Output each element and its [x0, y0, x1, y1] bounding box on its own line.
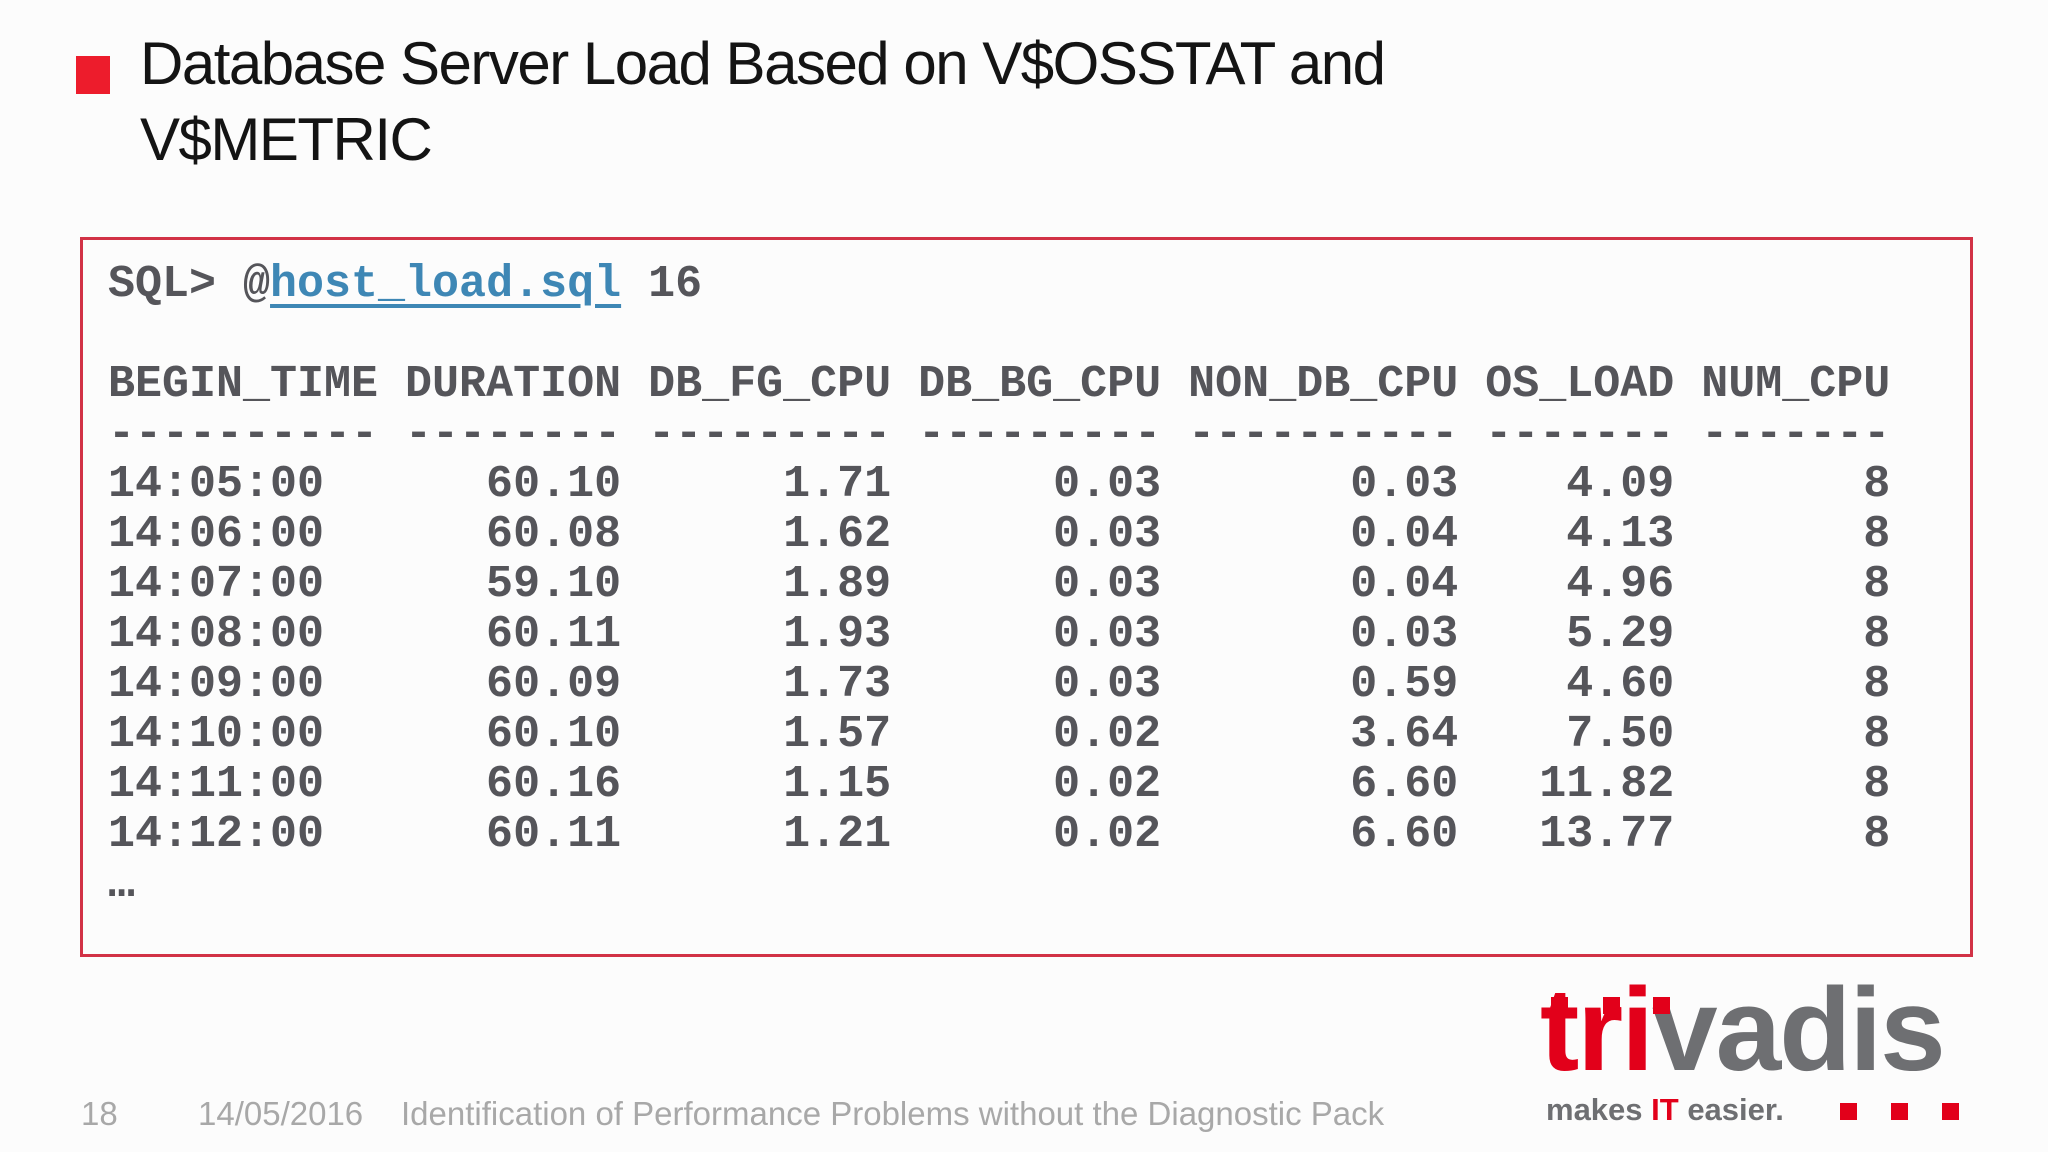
terminal-output-box: SQL> @host_load.sql 16 BEGIN_TIME DURATI…	[80, 237, 1973, 957]
table-row: 14:08:00 60.11 1.93 0.03 0.03 5.29 8	[108, 609, 1891, 660]
logo-tagline-it: IT	[1651, 1092, 1679, 1127]
blank-line	[108, 310, 1970, 360]
page-title-line2: V$METRIC	[140, 106, 433, 173]
logo-square-icon	[1653, 997, 1670, 1014]
table-row: 14:11:00 60.16 1.15 0.02 6.60 11.82 8	[108, 759, 1891, 810]
footer-date: 14/05/2016	[198, 1095, 364, 1132]
table-header-row: BEGIN_TIME DURATION DB_FG_CPU DB_BG_CPU …	[108, 359, 1891, 410]
logo-tagline: makes IT easier.	[1546, 1093, 1784, 1127]
logo-tagline-easier: easier.	[1678, 1092, 1784, 1127]
sql-prompt-line: SQL> @host_load.sql 16	[108, 260, 1970, 310]
page-title-line1: Database Server Load Based on V$OSSTAT a…	[140, 30, 1386, 97]
logo-square-icon	[1603, 997, 1620, 1014]
trivadis-logo: trivadis makes IT easier.	[1540, 971, 2000, 1135]
table-separator-row: ---------- -------- --------- --------- …	[108, 409, 1891, 460]
table-row: 14:07:00 59.10 1.89 0.03 0.04 4.96 8	[108, 559, 1891, 610]
table-row: 14:12:00 60.11 1.21 0.02 6.60 13.77 8	[108, 809, 1891, 860]
logo-text-tri: tri	[1540, 964, 1654, 1096]
logo-square-icon	[1891, 1103, 1908, 1120]
table-row: 14:09:00 60.09 1.73 0.03 0.59 4.60 8	[108, 659, 1891, 710]
sql-prompt-prefix: SQL> @	[108, 259, 271, 310]
page-title: Database Server Load Based on V$OSSTAT a…	[140, 26, 1386, 178]
logo-square-icon	[1551, 997, 1568, 1014]
title-bullet-square	[76, 56, 110, 94]
table-row: 14:10:00 60.10 1.57 0.02 3.64 7.50 8	[108, 709, 1891, 760]
logo-text-vadis: vadis	[1652, 964, 1946, 1096]
table-row: 14:05:00 60.10 1.71 0.03 0.03 4.09 8	[108, 459, 1891, 510]
ellipsis-line: …	[108, 859, 136, 910]
trivadis-logo-wordmark: trivadis	[1540, 971, 1946, 1089]
host-load-sql-link[interactable]: host_load.sql	[270, 259, 622, 310]
footer-deck-title: Identification of Performance Problems w…	[401, 1095, 1385, 1132]
logo-square-icon	[1840, 1103, 1857, 1120]
sql-prompt-argument: 16	[621, 259, 703, 310]
table-body: 14:05:00 60.10 1.71 0.03 0.03 4.09 8 14:0…	[108, 460, 1970, 860]
table-row: 14:06:00 60.08 1.62 0.03 0.04 4.13 8	[108, 509, 1891, 560]
logo-tagline-makes: makes	[1546, 1092, 1652, 1127]
logo-square-icon	[1942, 1103, 1959, 1120]
footer-page-number: 18	[81, 1095, 118, 1132]
